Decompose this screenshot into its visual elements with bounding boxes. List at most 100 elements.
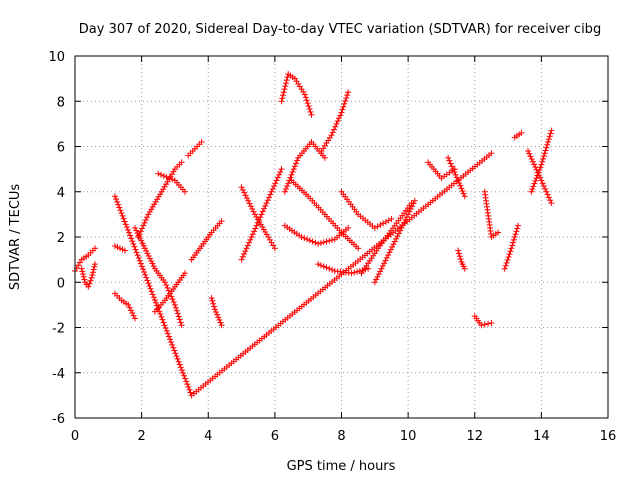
- series-arc-x: [445, 154, 468, 200]
- data-point-marker: [156, 308, 163, 315]
- data-point-marker: [137, 260, 144, 267]
- data-point-marker: [209, 297, 216, 304]
- series-arc-m: [238, 184, 278, 252]
- data-point-marker: [406, 208, 413, 215]
- data-point-marker: [277, 168, 284, 175]
- data-point-marker: [139, 225, 146, 232]
- data-point-marker: [306, 237, 313, 244]
- data-point-marker: [145, 211, 152, 218]
- data-point-marker: [242, 192, 249, 199]
- data-point-marker: [170, 299, 177, 306]
- data-point-marker: [131, 315, 138, 322]
- data-point-marker: [280, 89, 287, 96]
- data-point-marker: [175, 313, 182, 320]
- data-point-marker: [121, 218, 128, 225]
- data-point-marker: [158, 171, 165, 178]
- data-point-marker: [88, 274, 95, 281]
- data-point-marker: [312, 239, 319, 246]
- data-point-marker: [506, 251, 513, 258]
- x-tick-label: 4: [204, 429, 212, 444]
- data-point-marker: [168, 339, 175, 346]
- x-tick-label: 6: [271, 429, 279, 444]
- data-point-marker: [131, 224, 138, 231]
- data-point-marker: [514, 225, 521, 232]
- data-point-marker: [135, 254, 142, 261]
- data-point-marker: [127, 232, 134, 239]
- data-point-marker: [241, 250, 248, 257]
- data-point-marker: [91, 261, 98, 268]
- data-point-marker: [287, 174, 294, 181]
- data-point-marker: [154, 196, 161, 203]
- data-point-marker: [126, 229, 133, 236]
- series-arc-q: [288, 177, 362, 252]
- data-point-marker: [543, 144, 550, 151]
- data-point-marker: [317, 240, 324, 247]
- data-point-marker: [343, 95, 350, 102]
- data-point-marker: [371, 279, 378, 286]
- data-point-marker: [323, 238, 330, 245]
- data-point-marker: [253, 213, 260, 220]
- data-point-marker: [320, 263, 327, 270]
- data-point-marker: [545, 194, 552, 201]
- data-point-marker: [518, 129, 525, 136]
- x-tick-label: 10: [400, 429, 417, 444]
- data-point-marker: [298, 234, 305, 240]
- data-point-marker: [526, 150, 533, 157]
- data-point-marker: [119, 212, 126, 219]
- data-point-marker: [238, 256, 245, 263]
- y-tick-label: 4: [57, 186, 65, 201]
- data-point-marker: [259, 223, 266, 230]
- data-point-marker: [81, 276, 88, 283]
- data-point-marker: [485, 320, 492, 327]
- data-point-marker: [315, 240, 322, 247]
- data-point-marker: [451, 168, 458, 175]
- data-point-marker: [145, 252, 152, 259]
- data-point-marker: [145, 280, 152, 287]
- data-point-marker: [337, 112, 344, 119]
- data-point-marker: [279, 95, 286, 102]
- data-point-marker: [547, 197, 554, 204]
- data-point-marker: [448, 163, 455, 170]
- data-point-marker: [532, 177, 539, 184]
- data-point-marker: [174, 355, 181, 362]
- data-point-marker: [148, 288, 155, 295]
- data-point-marker: [164, 178, 171, 185]
- data-point-marker: [263, 200, 270, 207]
- data-point-marker: [169, 341, 176, 348]
- data-point-marker: [138, 263, 145, 270]
- data-point-marker: [280, 92, 287, 99]
- data-point-marker: [210, 300, 217, 307]
- data-points: [72, 71, 555, 399]
- data-point-marker: [271, 183, 278, 190]
- series-arc-e: [135, 159, 185, 240]
- data-point-marker: [328, 132, 335, 139]
- data-point-marker: [548, 200, 555, 207]
- data-point-marker: [338, 109, 345, 116]
- data-point-marker: [488, 319, 495, 326]
- data-point-marker: [329, 129, 336, 136]
- data-point-marker: [185, 383, 192, 390]
- data-point-marker: [144, 277, 151, 284]
- data-point-marker: [87, 277, 94, 284]
- data-point-marker: [134, 252, 141, 259]
- data-point-marker: [129, 310, 136, 317]
- data-point-marker: [281, 188, 288, 195]
- data-point-marker: [89, 272, 96, 279]
- data-point-marker: [167, 336, 174, 343]
- data-point-marker: [132, 246, 139, 253]
- data-point-marker: [405, 211, 412, 218]
- data-point-marker: [547, 130, 554, 137]
- data-point-marker: [218, 218, 225, 225]
- data-point-marker: [541, 150, 548, 157]
- data-point-marker: [351, 269, 358, 276]
- data-point-marker: [239, 186, 246, 193]
- data-point-marker: [246, 239, 253, 246]
- series-arc-c: [111, 243, 128, 254]
- data-point-marker: [393, 235, 400, 242]
- data-point-marker: [282, 185, 289, 192]
- x-tick-label: 2: [137, 429, 145, 444]
- data-point-marker: [251, 228, 258, 235]
- data-point-marker: [373, 276, 380, 283]
- data-point-marker: [175, 358, 182, 365]
- data-point-marker: [380, 220, 387, 227]
